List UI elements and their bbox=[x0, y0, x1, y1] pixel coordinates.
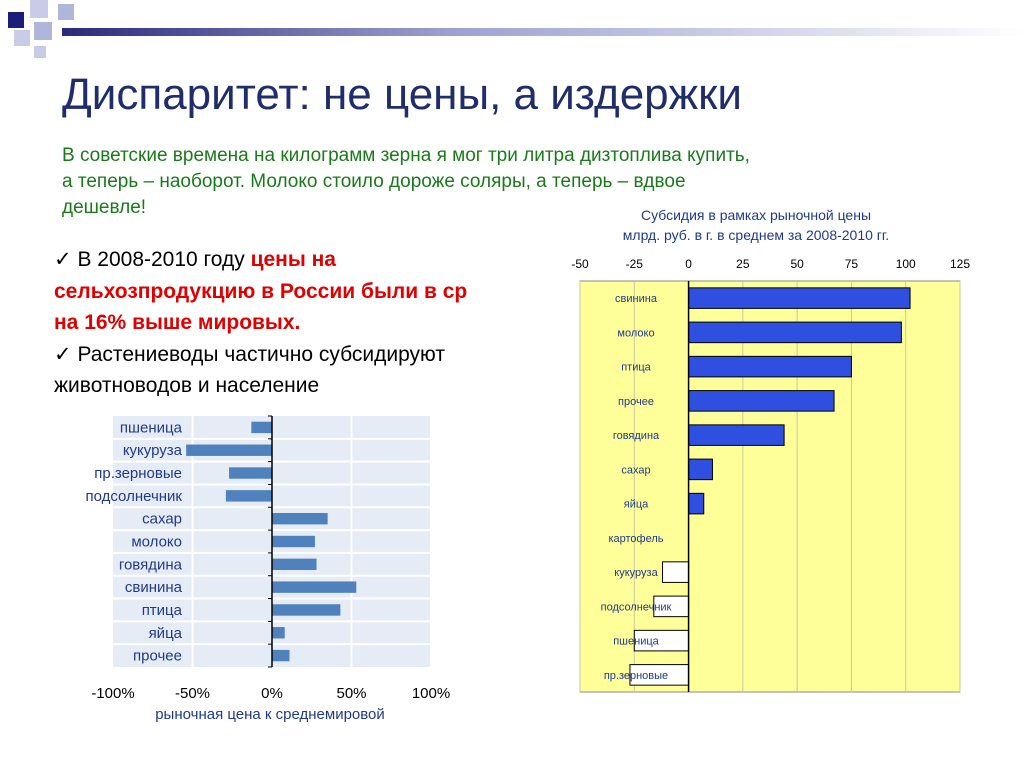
category-label: кукуруза bbox=[614, 567, 658, 579]
x-tick-label: -50 bbox=[571, 257, 589, 271]
category-label: свинина bbox=[125, 579, 183, 596]
category-label: яйца bbox=[624, 499, 649, 511]
bar bbox=[688, 287, 911, 309]
checkmark-icon: ✓ bbox=[54, 342, 72, 366]
x-tick-label: -50% bbox=[175, 685, 210, 702]
bullet-line: ✓ Растениеводы частично субсидируют bbox=[54, 342, 445, 366]
x-tick-label: 25 bbox=[736, 257, 750, 271]
category-label: яйца bbox=[149, 625, 183, 642]
bar bbox=[688, 492, 705, 515]
x-tick-label: -25 bbox=[626, 257, 644, 271]
category-label: птица bbox=[621, 362, 651, 374]
category-label: молоко bbox=[617, 327, 654, 339]
bullet-line: животноводов и население bbox=[54, 374, 320, 396]
bar bbox=[272, 558, 317, 571]
bar bbox=[272, 512, 328, 525]
corner-decoration bbox=[0, 0, 1024, 60]
bar bbox=[688, 458, 713, 481]
bar bbox=[688, 424, 785, 446]
bar bbox=[662, 561, 690, 583]
x-tick-label: 50% bbox=[336, 685, 366, 702]
slide-title: Диспаритет: не цены, а издержки bbox=[62, 70, 742, 119]
bar bbox=[225, 490, 272, 502]
bar bbox=[272, 581, 357, 593]
intro-text: В советские времена на килограмм зерна я… bbox=[62, 143, 912, 221]
bullet-line: на 16% выше мировых. bbox=[54, 311, 301, 334]
bar bbox=[186, 444, 272, 456]
bar bbox=[272, 649, 290, 662]
category-label: сахар bbox=[621, 464, 650, 476]
checkmark-icon: ✓ bbox=[54, 248, 72, 271]
bullet-line: сельхозпродукцию в России были в ср bbox=[54, 279, 468, 303]
category-label: подсолнечник bbox=[601, 601, 672, 613]
x-tick-label: 100% bbox=[412, 685, 450, 702]
bar bbox=[688, 390, 835, 412]
x-tick-label: 100 bbox=[896, 257, 916, 271]
category-label: кукуруза bbox=[123, 442, 183, 459]
x-tick-label: 0% bbox=[261, 685, 283, 702]
right-chart-title: Субсидия в рамках рыночной цены млрд. ру… bbox=[576, 205, 936, 245]
category-label: сахар bbox=[142, 511, 182, 528]
category-label: пр.зерновые bbox=[604, 670, 668, 682]
x-tick-label: -100% bbox=[91, 685, 134, 702]
intro-line: дешевле! bbox=[62, 197, 147, 218]
x-tick-label: 0 bbox=[685, 257, 692, 271]
chart-title: Субсидия в рамках рыночной цены bbox=[640, 207, 872, 223]
category-label: подсолнечник bbox=[86, 488, 183, 505]
intro-line: В советские времена на килограмм зерна я… bbox=[62, 145, 750, 166]
category-label: молоко bbox=[131, 534, 182, 551]
header-gradient-bar bbox=[62, 28, 1024, 36]
category-label: прочее bbox=[618, 396, 654, 408]
category-label: говядина bbox=[119, 556, 183, 573]
category-label: пшеница bbox=[613, 636, 659, 648]
chart-subtitle: млрд. руб. в г. в среднем за 2008-2010 г… bbox=[622, 227, 890, 243]
category-label: пшеница bbox=[120, 419, 183, 436]
bullet-line: ✓ В 2008-2010 году цены на bbox=[54, 248, 336, 271]
bar bbox=[229, 467, 272, 479]
category-label: говядина bbox=[613, 430, 660, 442]
bar bbox=[688, 321, 902, 344]
x-tick-label: 75 bbox=[845, 257, 859, 271]
bar bbox=[272, 604, 341, 616]
intro-line: а теперь – наоборот. Молоко стоило дорож… bbox=[62, 171, 686, 192]
left-chart-xlabel: рыночная цена к среднемировой bbox=[155, 706, 385, 723]
category-label: прочее bbox=[133, 648, 182, 665]
category-label: птица bbox=[142, 602, 183, 619]
category-label: свинина bbox=[615, 293, 658, 305]
category-label: картофель bbox=[608, 533, 663, 545]
plot-area bbox=[579, 280, 961, 693]
bar bbox=[251, 421, 272, 434]
bar bbox=[688, 355, 852, 378]
bar bbox=[272, 535, 315, 548]
category-label: пр.зерновые bbox=[94, 465, 182, 482]
bullet-list: ✓ В 2008-2010 году цены на сельхозпродук… bbox=[54, 244, 564, 396]
x-tick-label: 125 bbox=[950, 257, 970, 271]
bar bbox=[272, 627, 285, 639]
x-tick-label: 50 bbox=[790, 257, 804, 271]
